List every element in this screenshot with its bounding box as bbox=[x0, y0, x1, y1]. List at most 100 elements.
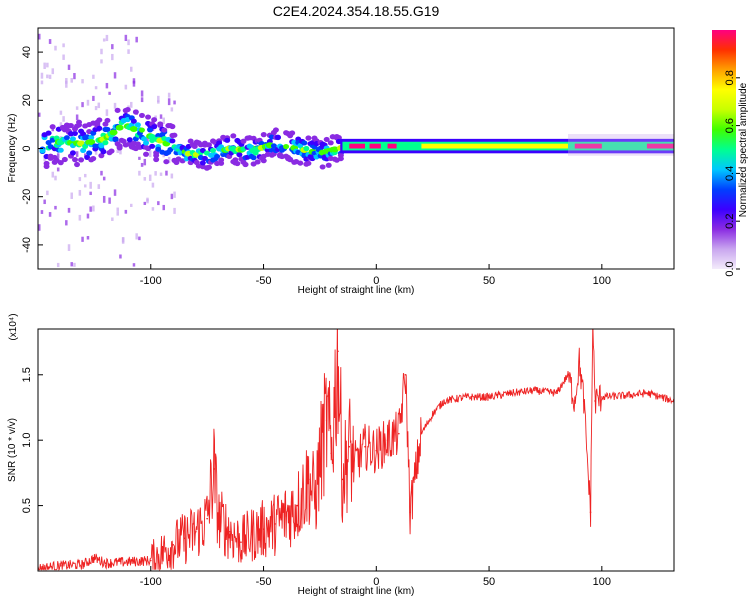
spectrogram-cell bbox=[94, 121, 101, 127]
spectrogram-cell bbox=[153, 156, 160, 163]
spectrogram-cell bbox=[149, 143, 156, 149]
spectrogram-cell bbox=[162, 204, 165, 211]
spectrogram-cell bbox=[43, 199, 46, 205]
snr-data-point bbox=[364, 445, 366, 448]
spectrogram-cell bbox=[167, 156, 171, 164]
spectrogram-cell bbox=[78, 157, 85, 163]
spectrogram-y-tick-label: -20 bbox=[21, 189, 33, 205]
spectrogram-cell bbox=[116, 144, 123, 150]
spectrogram-cell bbox=[102, 195, 106, 203]
spectrogram-cell bbox=[87, 138, 96, 145]
snr-x-tick-label: -100 bbox=[140, 576, 162, 588]
spectrogram-cell bbox=[40, 80, 44, 85]
spectrogram-cell bbox=[56, 262, 60, 268]
spectrogram-cell bbox=[75, 114, 79, 121]
spectrogram-cell bbox=[94, 106, 98, 111]
snr-marks bbox=[38, 329, 674, 571]
spectrogram-cell bbox=[163, 159, 170, 165]
snr-data-point bbox=[161, 551, 163, 554]
spectrogram-cell bbox=[96, 125, 103, 132]
spectrogram-cell bbox=[270, 143, 277, 149]
spectrogram-cell bbox=[86, 213, 90, 219]
spectrogram-cell bbox=[224, 137, 231, 143]
spectrogram-cell bbox=[143, 140, 150, 146]
spectrogram-cell bbox=[46, 190, 49, 196]
snr-x-label: Height of straight line (km) bbox=[298, 586, 415, 597]
spectrogram-cell bbox=[92, 205, 95, 212]
spectrogram-cell bbox=[157, 122, 164, 128]
spectrogram-cell bbox=[234, 160, 241, 167]
spectrogram-cell bbox=[151, 182, 155, 188]
snr-data-point bbox=[307, 478, 310, 481]
snr-data-point bbox=[409, 511, 411, 513]
snr-data-point bbox=[465, 396, 468, 398]
spectrogram-cell bbox=[171, 132, 178, 138]
snr-y-tick-label: 1.5 bbox=[21, 367, 33, 382]
spectrogram-cell bbox=[301, 140, 308, 146]
snr-y-tick-label: 1.0 bbox=[21, 433, 33, 448]
spectrogram-cell bbox=[100, 149, 107, 155]
spectrogram-halo bbox=[568, 134, 674, 156]
snr-data-point bbox=[319, 459, 321, 461]
spectrogram-cell bbox=[56, 153, 60, 159]
spectrogram-cell bbox=[111, 217, 114, 221]
spectrogram-cell bbox=[74, 161, 81, 168]
spectrogram-cell bbox=[115, 124, 124, 131]
snr-data-point bbox=[314, 498, 317, 500]
spectrogram-cell bbox=[121, 237, 125, 243]
snr-data-point bbox=[183, 537, 186, 540]
spectrogram-cell bbox=[199, 160, 206, 166]
spectrogram-cell bbox=[132, 80, 136, 87]
spectrogram-cell bbox=[113, 189, 117, 196]
snr-data-point bbox=[375, 449, 378, 452]
snr-data-point bbox=[262, 528, 265, 530]
snr-panel: -100 -50 0 50 100 0.5 1.0 1.5 (x10⁴) Height of… bbox=[7, 313, 675, 597]
spectrogram-cell bbox=[325, 162, 332, 168]
colorbar-tick-label: 0.2 bbox=[724, 214, 736, 229]
spectrogram-cell bbox=[97, 102, 101, 109]
spectrogram-cell bbox=[98, 153, 105, 159]
colorbar-tick-label: 0.8 bbox=[724, 70, 736, 85]
snr-data-point bbox=[274, 523, 276, 525]
spectrogram-cell bbox=[51, 68, 55, 75]
snr-data-point bbox=[228, 530, 231, 533]
spectrogram-cell bbox=[48, 39, 52, 44]
spectrogram-cell bbox=[305, 160, 312, 166]
snr-data-point bbox=[533, 389, 535, 392]
spectrogram-cell bbox=[84, 173, 87, 178]
spectrogram-cell bbox=[274, 134, 281, 140]
snr-x-tick-label: 50 bbox=[483, 576, 495, 588]
snr-x-tick-label: 100 bbox=[593, 576, 611, 588]
figure-title: C2E4.2024.354.18.55.G19 bbox=[273, 3, 440, 19]
spectrogram-cell bbox=[141, 136, 147, 142]
spectrogram-cell bbox=[143, 158, 147, 166]
spectrogram-cell bbox=[138, 127, 145, 133]
spectrogram-cell bbox=[75, 106, 79, 110]
snr-data-point bbox=[104, 562, 107, 564]
spectrogram-x-tick-label: -50 bbox=[256, 275, 272, 287]
spectrogram-cell bbox=[70, 192, 73, 199]
spectrogram-cell bbox=[140, 162, 144, 167]
spectrogram-cell bbox=[100, 59, 103, 64]
snr-data-point bbox=[325, 419, 328, 422]
spectrogram-cell bbox=[132, 263, 136, 267]
spectrogram-cell bbox=[154, 115, 157, 119]
snr-x-ticks: -100 -50 0 50 100 bbox=[140, 566, 611, 588]
spectrogram-cell bbox=[39, 148, 46, 154]
spectrogram-cell bbox=[104, 117, 111, 124]
spectrogram-cell bbox=[100, 170, 103, 176]
spectrogram-cell bbox=[89, 191, 92, 196]
colorbar-tick-label: 0.0 bbox=[724, 261, 736, 276]
spectrogram-cell bbox=[59, 122, 63, 129]
spectrogram-cell bbox=[78, 189, 82, 196]
spectrogram-cell bbox=[111, 44, 114, 50]
spectrogram-cell bbox=[240, 138, 247, 144]
spectrogram-cell bbox=[86, 236, 90, 240]
spectrogram-cell bbox=[105, 109, 109, 116]
spectrogram-cell bbox=[113, 102, 117, 109]
spectrogram-y-ticks: -40 -20 0 20 40 bbox=[21, 46, 43, 253]
spectrogram-cell bbox=[130, 118, 137, 124]
snr-data-point bbox=[488, 396, 490, 398]
spectrogram-y-tick-label: 40 bbox=[21, 46, 33, 58]
spectrogram-cell bbox=[109, 129, 118, 136]
